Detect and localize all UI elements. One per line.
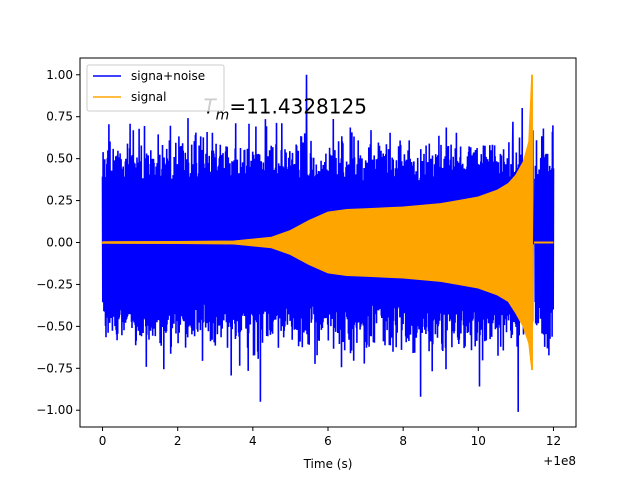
y-tick-label: 0.75 <box>46 110 73 124</box>
y-tick-label: 0.50 <box>46 152 73 166</box>
plot-area <box>101 74 555 412</box>
y-tick-label: −0.25 <box>36 277 73 291</box>
x-tick-label: 10 <box>471 434 486 448</box>
series-signal <box>101 74 554 371</box>
annotation-value: =11.4328125 <box>229 95 367 119</box>
annotation-subscript: m <box>216 108 230 124</box>
legend-label-signa-noise: signa+noise <box>131 69 205 83</box>
y-tick-label: 0.00 <box>46 236 73 250</box>
x-axis-offset-label: +1e8 <box>543 454 576 468</box>
legend-box <box>86 64 225 112</box>
x-axis: 0 2 4 6 8 10 12 <box>99 427 561 448</box>
y-tick-label: −1.00 <box>36 403 73 417</box>
x-tick-label: 2 <box>174 434 182 448</box>
x-tick-label: 6 <box>324 434 332 448</box>
x-tick-label: 8 <box>399 434 407 448</box>
x-axis-label: Time (s) <box>303 457 353 471</box>
y-tick-label: 0.25 <box>46 194 73 208</box>
y-tick-label: 1.00 <box>46 68 73 82</box>
x-tick-label: 0 <box>99 434 107 448</box>
legend-label-signal: signal <box>131 90 167 104</box>
x-tick-label: 12 <box>546 434 561 448</box>
y-axis: 1.00 0.75 0.50 0.25 0.00 −0.25 −0.50 −0.75 −1.00 <box>36 68 80 417</box>
legend: signa+noise signal <box>86 64 225 112</box>
y-tick-label: −0.75 <box>36 361 73 375</box>
x-tick-label: 4 <box>249 434 257 448</box>
y-tick-label: −0.50 <box>36 319 73 333</box>
